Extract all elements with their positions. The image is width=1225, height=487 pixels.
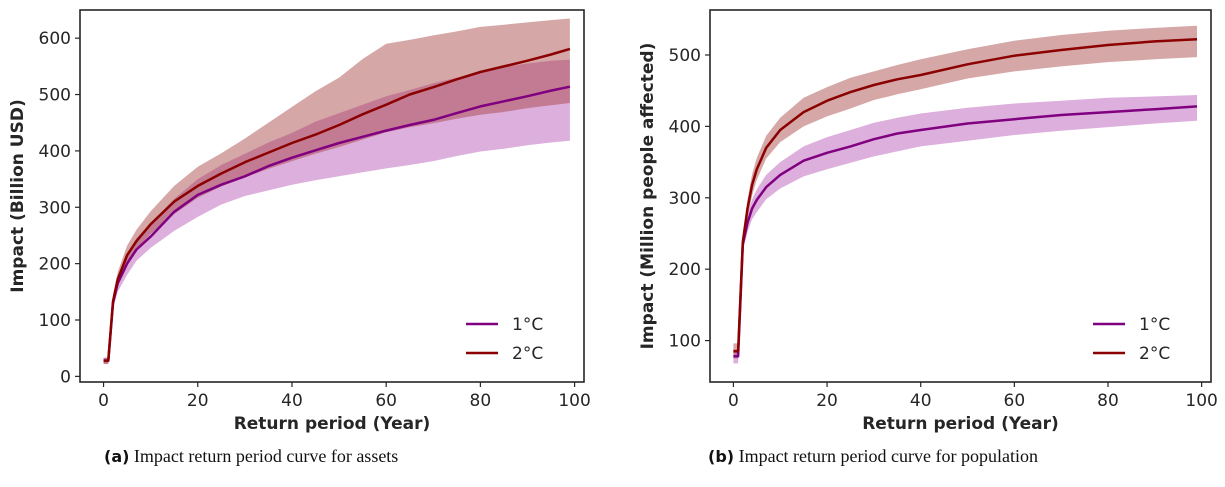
- series-line-2: [733, 38, 1198, 353]
- caption-a-text: Impact return period curve for assets: [133, 446, 399, 466]
- y-tick-label: 200: [669, 260, 701, 280]
- x-tick-label: 60: [375, 391, 397, 411]
- confidence-band-2: [733, 25, 1197, 359]
- y-tick-label: 300: [669, 189, 701, 209]
- y-tick-label: 400: [669, 117, 701, 137]
- y-tick-label: 0: [60, 367, 71, 387]
- x-tick-label: 40: [281, 391, 303, 411]
- x-tick-label: 100: [558, 391, 590, 411]
- x-tick-label: 40: [910, 391, 932, 411]
- x-tick-label: 20: [187, 391, 209, 411]
- x-axis-label: Return period (Year): [862, 414, 1059, 434]
- confidence-band-1: [103, 59, 570, 364]
- y-tick-label: 500: [669, 46, 701, 66]
- series-line-2: [103, 47, 571, 362]
- legend-label-2: 2°C: [512, 344, 543, 364]
- confidence-band-2: [103, 18, 570, 364]
- x-tick-label: 20: [816, 391, 838, 411]
- x-tick-label: 0: [98, 391, 109, 411]
- legend-label-1: 1°C: [1139, 315, 1170, 335]
- x-tick-label: 80: [470, 391, 492, 411]
- chart-panel-a: 0 20 40 60 80 100 0 100 200 300 400 500 600 Return pe…: [8, 9, 591, 434]
- y-axis-label: Impact (Billion USD): [8, 99, 28, 292]
- caption-b-text: Impact return period curve for populatio…: [738, 446, 1038, 466]
- x-tick-label: 80: [1097, 391, 1119, 411]
- caption-a: (a) Impact return period curve for asset…: [104, 446, 398, 467]
- y-tick-label: 400: [39, 142, 71, 162]
- plot-frame: [79, 9, 585, 383]
- chart-panel-b: 0 20 40 60 80 100 100 200 300 400 500 Return period…: [638, 9, 1218, 434]
- x-tick-label: 0: [728, 391, 739, 411]
- legend-label-1: 1°C: [512, 315, 543, 335]
- x-tick-label: 100: [1185, 391, 1217, 411]
- y-axis-label: Impact (Million people affected): [638, 43, 658, 350]
- caption-a-tag: (a): [104, 447, 130, 466]
- confidence-band-1: [733, 95, 1197, 364]
- x-tick-label: 60: [1004, 391, 1026, 411]
- series-line-1: [733, 105, 1198, 358]
- y-tick-label: 300: [39, 198, 71, 218]
- plot-frame: [709, 9, 1212, 383]
- caption-b-tag: (b): [708, 447, 735, 466]
- y-tick-label: 100: [39, 311, 71, 331]
- legend-label-2: 2°C: [1139, 344, 1170, 364]
- x-axis-label: Return period (Year): [234, 414, 431, 434]
- caption-b: (b) Impact return period curve for popul…: [708, 446, 1038, 467]
- y-tick-label: 500: [39, 86, 71, 106]
- y-tick-label: 600: [39, 29, 71, 49]
- y-tick-label: 200: [39, 255, 71, 275]
- series-line-1: [103, 85, 571, 362]
- y-tick-label: 100: [669, 332, 701, 352]
